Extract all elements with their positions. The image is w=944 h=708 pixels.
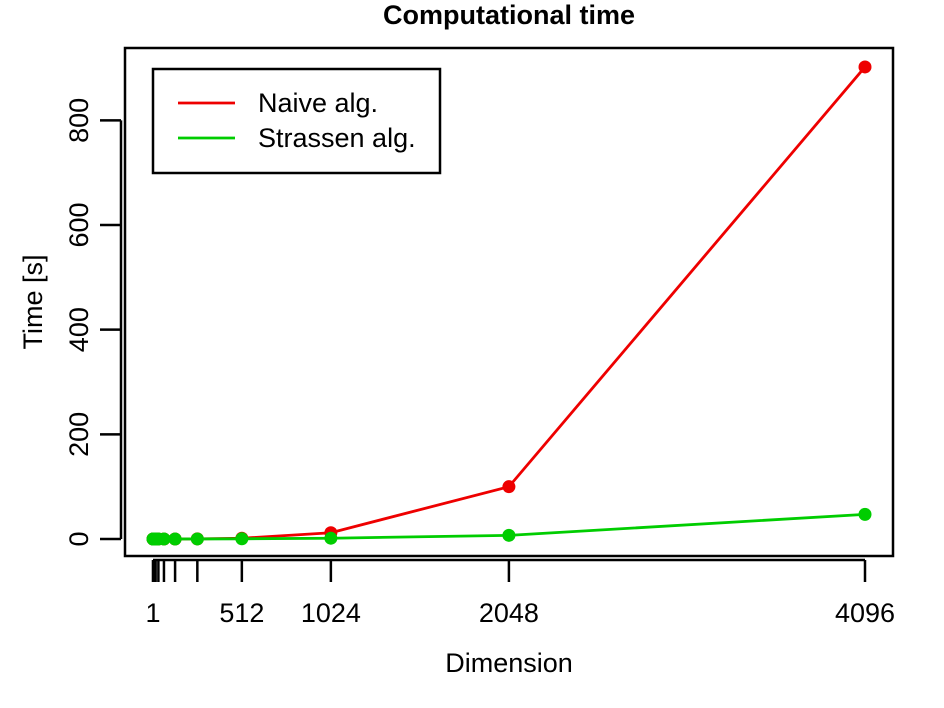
- legend-box: [151, 67, 442, 175]
- x-axis: 1 512 1024 2048 4096: [145, 558, 895, 628]
- series-2-point: [324, 531, 338, 545]
- y-axis: 0 200 400 600 800: [64, 98, 123, 547]
- x-tick-label: 1: [145, 598, 160, 628]
- legend-label-2: Strassen alg.: [258, 123, 416, 153]
- plot-frame: [123, 46, 895, 558]
- series-1-point: [858, 60, 872, 74]
- y-axis-label: Time [s]: [18, 254, 48, 349]
- series-layer: [146, 60, 872, 546]
- x-tick-label: 2048: [479, 598, 539, 628]
- series-2-point: [858, 507, 872, 521]
- y-tick-label: 0: [64, 531, 94, 546]
- series-2-point: [168, 532, 182, 546]
- x-axis-label: Dimension: [445, 648, 573, 678]
- legend-label-1: Naive alg.: [258, 88, 378, 118]
- x-tick-label: 512: [219, 598, 264, 628]
- y-tick-label: 200: [64, 412, 94, 457]
- x-tick-label: 4096: [835, 598, 895, 628]
- legend: Naive alg. Strassen alg.: [151, 67, 442, 175]
- chart-title: Computational time: [383, 0, 635, 30]
- series-2-point: [157, 532, 171, 546]
- y-tick-label: 600: [64, 202, 94, 247]
- series-2-point: [190, 532, 204, 546]
- series-2-point: [235, 532, 249, 546]
- series-2-point: [502, 528, 516, 542]
- y-tick-label: 400: [64, 307, 94, 352]
- series-1-point: [502, 480, 516, 494]
- y-tick-label: 800: [64, 98, 94, 143]
- x-tick-label: 1024: [301, 598, 361, 628]
